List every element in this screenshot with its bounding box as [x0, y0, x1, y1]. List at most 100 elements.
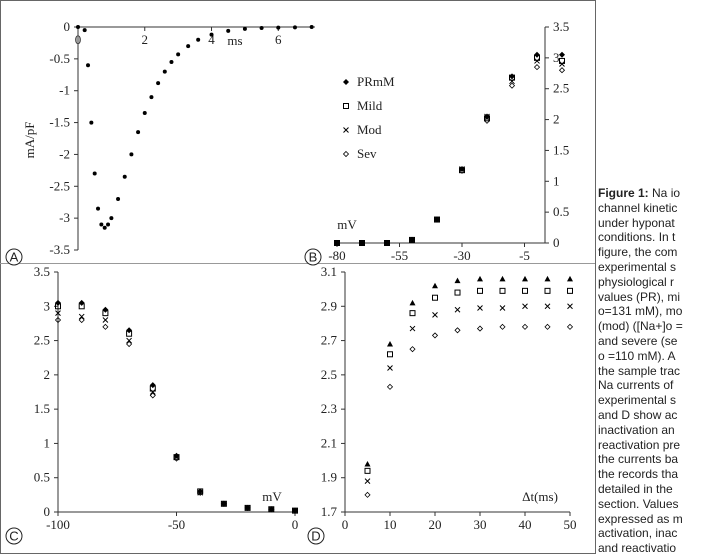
data-point — [387, 365, 393, 371]
data-point — [86, 63, 91, 68]
caption-line: experimental s — [598, 393, 677, 408]
data-point — [162, 69, 167, 74]
caption-line: inactivation an — [598, 422, 675, 437]
data-point — [567, 275, 573, 282]
data-point — [259, 25, 264, 30]
x-tick-label: 4 — [208, 32, 215, 47]
x-tick-label: -80 — [328, 248, 345, 263]
y-tick-label: -3 — [59, 210, 70, 225]
caption-line: o =110 mM). A — [598, 348, 676, 363]
data-point — [149, 95, 154, 100]
y-tick-label: 2.5 — [553, 81, 569, 96]
data-point — [334, 240, 340, 246]
y-tick-label: 2 — [44, 367, 51, 382]
data-point — [387, 341, 393, 347]
data-point — [544, 303, 551, 310]
data-point — [432, 282, 438, 289]
data-point — [358, 239, 366, 247]
data-point — [499, 287, 506, 294]
data-point — [136, 130, 141, 135]
data-point — [102, 323, 109, 330]
data-point — [244, 504, 251, 511]
y-tick-label: -2.5 — [49, 178, 70, 193]
data-point — [221, 500, 227, 507]
y-tick-label: 2.5 — [34, 333, 50, 348]
caption-body: channel kinetic under hyponat conditions. … — [598, 201, 710, 554]
data-point — [343, 79, 349, 85]
caption-line: activation, inac — [598, 526, 678, 541]
data-point — [129, 152, 134, 157]
data-point — [169, 60, 174, 65]
data-point — [364, 461, 371, 467]
data-point — [454, 306, 461, 313]
data-point — [567, 303, 573, 310]
data-point — [409, 237, 415, 243]
x-tick-label: -30 — [453, 248, 470, 263]
x-tick-label: -5 — [519, 248, 530, 263]
caption-line: under hyponat — [598, 215, 675, 230]
data-point — [268, 506, 275, 513]
y-tick-label: 2.7 — [321, 333, 338, 348]
x-tick-label: 0 — [342, 517, 349, 532]
data-point — [292, 507, 298, 514]
caption-line: figure, the com — [598, 245, 678, 260]
caption-line: the currents ba — [598, 452, 679, 467]
data-point — [292, 25, 297, 30]
data-point — [342, 150, 350, 158]
data-point — [459, 166, 465, 172]
data-point — [384, 240, 390, 246]
data-point — [102, 225, 107, 230]
y-tick-label: 2 — [553, 112, 560, 127]
y-tick-label: 0.5 — [553, 204, 569, 219]
data-point — [96, 206, 101, 211]
data-point — [291, 507, 299, 514]
caption-line: and reactivatio — [598, 541, 677, 554]
data-point — [78, 299, 85, 306]
data-point — [55, 310, 61, 316]
data-point — [386, 383, 394, 390]
data-point — [196, 37, 201, 42]
data-point — [364, 478, 371, 484]
data-point — [173, 455, 180, 462]
legend-label: Sev — [357, 146, 377, 161]
data-point — [126, 340, 133, 348]
y-tick-label: 3.1 — [321, 264, 337, 279]
data-point — [409, 325, 416, 332]
x-tick-label: -100 — [46, 517, 70, 532]
data-point — [359, 240, 365, 246]
data-point — [209, 32, 214, 37]
data-point — [559, 61, 565, 67]
data-point — [432, 312, 438, 318]
caption-line: values (PR), mi — [598, 289, 681, 304]
y-axis-label: mA/pF — [22, 122, 37, 159]
data-point — [387, 351, 393, 358]
caption-line: conditions. In t — [598, 230, 676, 245]
data-point — [149, 389, 156, 395]
data-point — [268, 506, 275, 513]
x-tick-label: -55 — [391, 248, 408, 263]
data-point — [149, 382, 156, 389]
data-point — [102, 306, 109, 313]
caption-line: the records tha — [598, 467, 679, 482]
caption-line: expressed as m — [598, 511, 683, 526]
caption-line: and D show ac — [598, 407, 678, 422]
data-point — [126, 337, 132, 344]
panel-label: C — [9, 529, 18, 544]
data-point — [499, 305, 506, 311]
data-point — [102, 317, 109, 323]
data-point — [431, 332, 439, 339]
data-point — [149, 385, 156, 392]
y-tick-label: 3.5 — [553, 19, 569, 34]
x-tick-label: 0 — [75, 32, 82, 47]
y-tick-label: -1 — [59, 83, 70, 98]
data-point — [226, 28, 231, 33]
data-point — [55, 299, 61, 306]
data-point — [149, 392, 156, 399]
x-axis-label: mV — [337, 217, 357, 232]
data-point — [476, 325, 484, 332]
y-tick-label: -2 — [59, 146, 70, 161]
x-tick-label: 0 — [292, 517, 299, 532]
caption-line: channel kinetic — [598, 200, 678, 215]
caption-line: detailed in the — [598, 481, 673, 496]
